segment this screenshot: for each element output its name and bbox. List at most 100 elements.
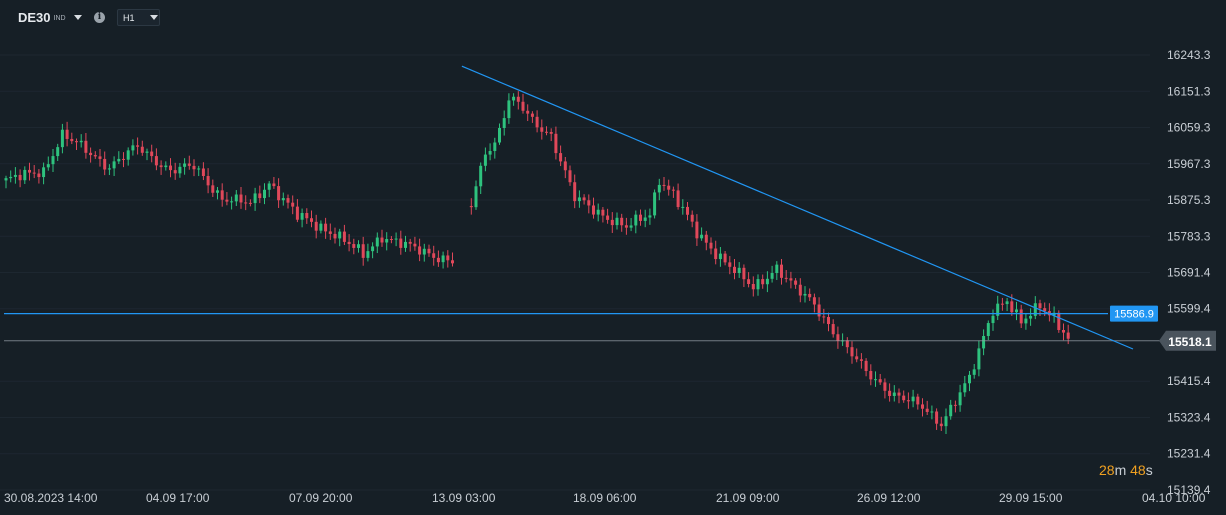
candle-body bbox=[639, 214, 642, 221]
candle-body bbox=[991, 315, 995, 324]
candle-body bbox=[883, 382, 887, 391]
x-tick-label: 30.08.2023 14:00 bbox=[4, 491, 98, 505]
candle-body bbox=[98, 156, 102, 159]
candle-body bbox=[592, 205, 595, 215]
candle-body bbox=[794, 280, 798, 285]
candle-body bbox=[540, 127, 544, 132]
candle-body bbox=[342, 231, 346, 242]
candle-body bbox=[939, 423, 943, 427]
candle-body bbox=[610, 219, 614, 226]
candle-body bbox=[897, 392, 901, 396]
candle-body bbox=[502, 118, 506, 128]
candle-body bbox=[657, 184, 661, 193]
candle-body bbox=[220, 190, 224, 200]
symbol-selector[interactable]: DE30 IND bbox=[18, 10, 66, 25]
candle-body bbox=[178, 166, 182, 174]
candle-body bbox=[234, 194, 238, 202]
candle-body bbox=[554, 133, 558, 154]
current-price-label: 15518.1 bbox=[1168, 335, 1212, 349]
candle-body bbox=[620, 217, 624, 226]
candle-body bbox=[267, 183, 271, 190]
candle-body bbox=[413, 243, 417, 247]
candle-body bbox=[662, 184, 666, 186]
candle-body bbox=[606, 215, 610, 220]
candle-body bbox=[930, 411, 934, 413]
candle-countdown: 28m 48s bbox=[1099, 462, 1153, 478]
candle-body bbox=[1029, 315, 1033, 319]
candle-body bbox=[733, 266, 736, 274]
candle-body bbox=[93, 155, 97, 157]
candle-body bbox=[493, 142, 497, 152]
y-tick-label: 15231.4 bbox=[1167, 447, 1211, 461]
candle-body bbox=[935, 411, 939, 424]
candle-body bbox=[216, 190, 219, 193]
candle-body bbox=[126, 150, 130, 160]
price-axis[interactable]: 16243.3 16151.3 16059.3 15967.3 15875.3 15783… bbox=[1167, 48, 1211, 497]
candle-body bbox=[84, 140, 88, 153]
candle-body bbox=[474, 186, 478, 208]
candle-body bbox=[324, 223, 328, 232]
candle-body bbox=[281, 198, 285, 201]
chevron-down-icon[interactable] bbox=[74, 15, 82, 20]
y-tick-label: 15323.4 bbox=[1167, 410, 1211, 424]
candle-body bbox=[704, 234, 708, 243]
candle-body bbox=[187, 163, 191, 166]
candle-body bbox=[888, 390, 892, 396]
candle-body bbox=[822, 316, 826, 318]
candles bbox=[4, 91, 1070, 434]
candle-body bbox=[949, 404, 953, 417]
timeframe-select[interactable]: H1 bbox=[117, 9, 160, 26]
candle-body bbox=[347, 241, 351, 245]
candle-body bbox=[906, 400, 910, 402]
candle-body bbox=[892, 392, 896, 396]
candle-body bbox=[836, 334, 840, 342]
candle-body bbox=[535, 116, 539, 128]
candle-body bbox=[42, 167, 46, 178]
candle-body bbox=[643, 217, 647, 221]
candle-body bbox=[357, 244, 360, 248]
candle-body bbox=[183, 163, 187, 167]
candle-body bbox=[380, 237, 384, 243]
candle-body bbox=[75, 141, 78, 143]
candle-body bbox=[921, 404, 924, 409]
y-tick-label: 15599.4 bbox=[1167, 302, 1211, 316]
candle-body bbox=[375, 237, 379, 247]
candle-body bbox=[192, 165, 196, 170]
candle-body bbox=[714, 248, 718, 260]
candle-body bbox=[9, 176, 13, 179]
countdown-minutes-unit: m bbox=[1114, 462, 1127, 478]
candle-body bbox=[441, 255, 445, 263]
candle-body bbox=[408, 241, 412, 244]
candle-body bbox=[291, 202, 295, 207]
candle-body bbox=[361, 244, 365, 258]
candle-body bbox=[780, 264, 783, 278]
countdown-minutes: 28 bbox=[1099, 462, 1115, 478]
candle-body bbox=[968, 374, 971, 384]
candle-body bbox=[596, 209, 600, 215]
candle-body bbox=[925, 408, 929, 412]
candle-body bbox=[686, 206, 689, 215]
x-tick-label: 04.09 17:00 bbox=[146, 491, 210, 505]
candle-body bbox=[775, 264, 779, 274]
candle-body bbox=[573, 182, 577, 202]
symbol-name: DE30 bbox=[18, 10, 51, 25]
info-icon[interactable]: i bbox=[94, 12, 105, 23]
candle-body bbox=[89, 152, 93, 156]
candle-body bbox=[526, 110, 530, 114]
candle-body bbox=[479, 165, 483, 187]
candle-body bbox=[488, 151, 492, 155]
candle-body bbox=[869, 371, 873, 380]
candle-body bbox=[728, 262, 732, 267]
time-axis[interactable]: 30.08.2023 14:00 04.09 17:00 07.09 20:00 13… bbox=[4, 491, 1206, 505]
candle-body bbox=[159, 165, 163, 168]
candle-body bbox=[563, 161, 567, 171]
candle-body bbox=[709, 242, 713, 249]
candle-body bbox=[1010, 301, 1014, 313]
candle-body bbox=[770, 273, 774, 279]
candle-body bbox=[1057, 312, 1061, 330]
candle-body bbox=[784, 277, 788, 279]
candle-body bbox=[855, 356, 859, 360]
candle-body bbox=[958, 392, 962, 406]
trendline[interactable] bbox=[461, 65, 1134, 350]
